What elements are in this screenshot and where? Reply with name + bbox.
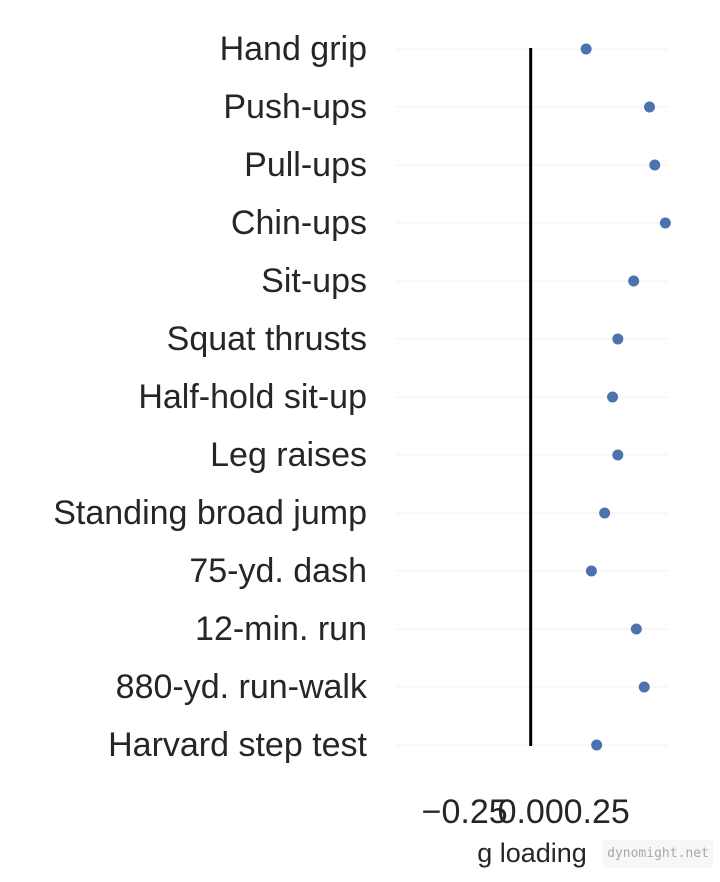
data-point bbox=[585, 565, 597, 577]
category-label: Pull-ups bbox=[244, 146, 367, 184]
data-point bbox=[607, 391, 619, 403]
watermark: dynomight.net bbox=[603, 840, 713, 868]
category-label: 880-yd. run-walk bbox=[116, 668, 368, 706]
category-label: Hand grip bbox=[220, 30, 367, 68]
category-label: Half-hold sit-up bbox=[138, 378, 367, 416]
category-label: Standing broad jump bbox=[53, 494, 367, 532]
data-points bbox=[580, 43, 671, 751]
category-label: Harvard step test bbox=[108, 726, 367, 764]
x-axis-title: g loading bbox=[477, 838, 587, 868]
x-tick-labels: −0.250.00 0.25 bbox=[422, 793, 630, 831]
data-point bbox=[591, 739, 603, 751]
data-point bbox=[599, 507, 611, 519]
category-labels: Hand grip Push-ups Pull-ups Chin-ups Sit-ups… bbox=[53, 30, 368, 764]
category-label: Squat thrusts bbox=[167, 320, 367, 358]
category-label: Chin-ups bbox=[231, 204, 367, 242]
data-point bbox=[638, 681, 650, 693]
x-tick-label: 0.00 bbox=[498, 793, 564, 831]
category-label: Push-ups bbox=[223, 88, 367, 126]
data-point bbox=[630, 623, 642, 635]
data-point bbox=[612, 333, 624, 345]
category-label: Leg raises bbox=[210, 436, 367, 474]
category-label: 12-min. run bbox=[195, 610, 367, 648]
data-point bbox=[628, 275, 640, 287]
data-point bbox=[644, 101, 656, 113]
data-point bbox=[649, 159, 661, 171]
category-label: Sit-ups bbox=[261, 262, 367, 300]
data-point bbox=[580, 43, 592, 55]
x-tick-label: 0.25 bbox=[564, 793, 630, 831]
x-tick-label: −0.25 bbox=[422, 793, 508, 831]
category-label: 75-yd. dash bbox=[189, 552, 367, 590]
data-point bbox=[612, 449, 624, 461]
data-point bbox=[659, 217, 671, 229]
